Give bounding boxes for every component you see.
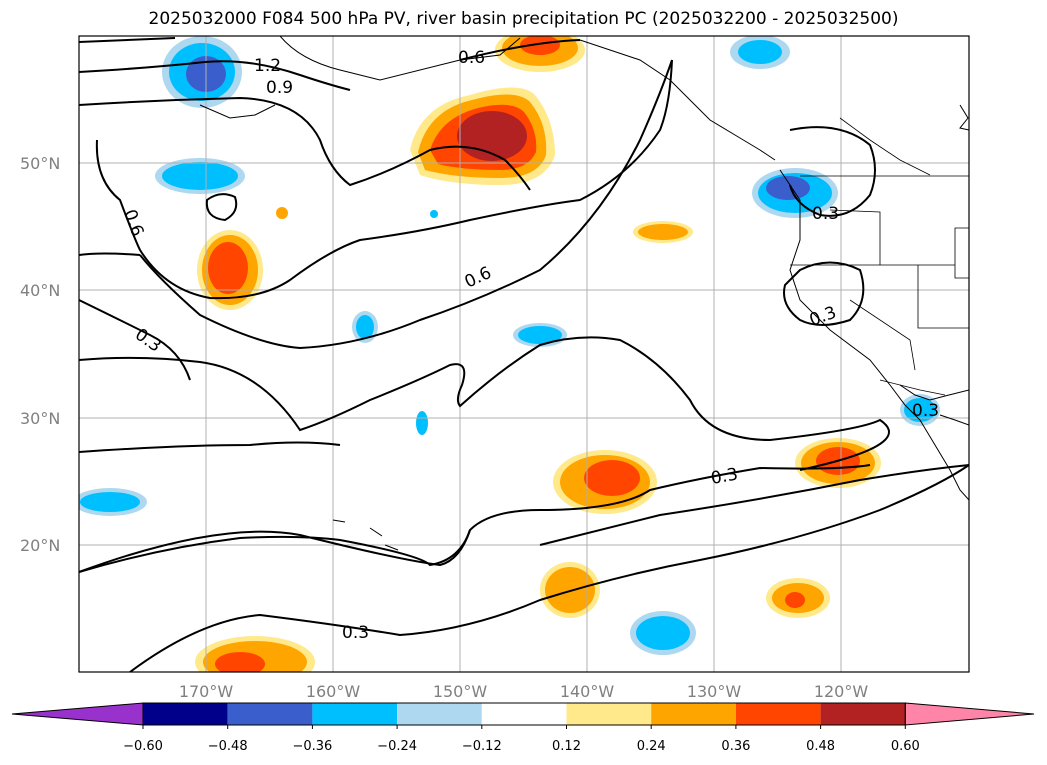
pv-contours	[79, 37, 969, 672]
lon-tick-label: 130°W	[687, 682, 742, 701]
colorbar-segment	[651, 703, 736, 725]
colorbar-tick-label: −0.12	[462, 739, 502, 754]
lon-tick-label: 120°W	[814, 682, 869, 701]
colorbar-tick-label: −0.48	[208, 739, 248, 754]
colorbar-tick-label: 0.12	[552, 739, 581, 754]
colorbar-tick-label: −0.60	[123, 739, 163, 754]
colorbar-segment	[735, 703, 821, 725]
lon-tick-label: 170°W	[179, 682, 234, 701]
lat-tick-label: 50°N	[20, 154, 60, 173]
political-borders	[790, 117, 969, 396]
colorbar-frame	[142, 702, 906, 726]
colorbar-labels: −0.60 −0.48 −0.36 −0.24 −0.12 0.12 0.24 0.36 0.4…	[123, 725, 920, 754]
colorbar-segment	[820, 703, 906, 725]
lon-axis: 170°W 160°W 150°W 140°W 130°W 120°W	[179, 682, 869, 701]
colorbar-segment	[227, 703, 313, 725]
colorbar-tick-label: 0.24	[637, 739, 666, 754]
map-title: 2025032000 F084 500 hPa PV, river basin …	[148, 9, 899, 29]
contour-label: 0.3	[807, 303, 839, 331]
contour-label: 0.3	[912, 401, 939, 421]
lat-tick-label: 40°N	[20, 281, 60, 300]
lon-tick-label: 160°W	[306, 682, 361, 701]
lat-tick-label: 30°N	[20, 409, 60, 428]
contour-label: 0.3	[131, 325, 165, 357]
colorbar-segment	[143, 703, 228, 725]
contour-label: 0.6	[462, 263, 495, 293]
colorbar-tick-label: −0.24	[377, 739, 417, 754]
map-frame	[78, 35, 970, 673]
contour-label: 0.6	[458, 48, 485, 68]
contour-label: 0.3	[709, 465, 739, 489]
colorbar-segment	[397, 703, 482, 725]
contour-label: 0.3	[812, 204, 839, 224]
contour-label: 0.3	[342, 623, 369, 643]
contour-label: 0.6	[119, 207, 147, 239]
lon-tick-label: 140°W	[560, 682, 615, 701]
colorbar	[11, 702, 1035, 726]
contour-label: 1.2	[254, 56, 281, 76]
coastlines	[199, 36, 969, 551]
colorbar-tick-label: −0.36	[292, 739, 332, 754]
colorbar-extend-max	[904, 702, 1035, 726]
graticule	[79, 36, 969, 672]
lat-tick-label: 20°N	[20, 536, 60, 555]
colorbar-tick-label: 0.60	[891, 739, 920, 754]
map-area: 1.2 0.9 0.6 0.6 0.6 0.3 0.3 0.3 0.3 0.3 …	[79, 36, 969, 672]
colorbar-tick-label: 0.36	[721, 739, 750, 754]
lon-tick-label: 150°W	[433, 682, 488, 701]
contour-label: 0.9	[266, 78, 293, 98]
colorbar-segment	[566, 703, 652, 725]
colorbar-tick-label: 0.48	[806, 739, 835, 754]
colorbar-segment	[312, 703, 398, 725]
lat-axis: 50°N 40°N 30°N 20°N	[20, 154, 60, 555]
colorbar-segment	[481, 703, 567, 725]
colorbar-extend-min	[11, 702, 144, 726]
